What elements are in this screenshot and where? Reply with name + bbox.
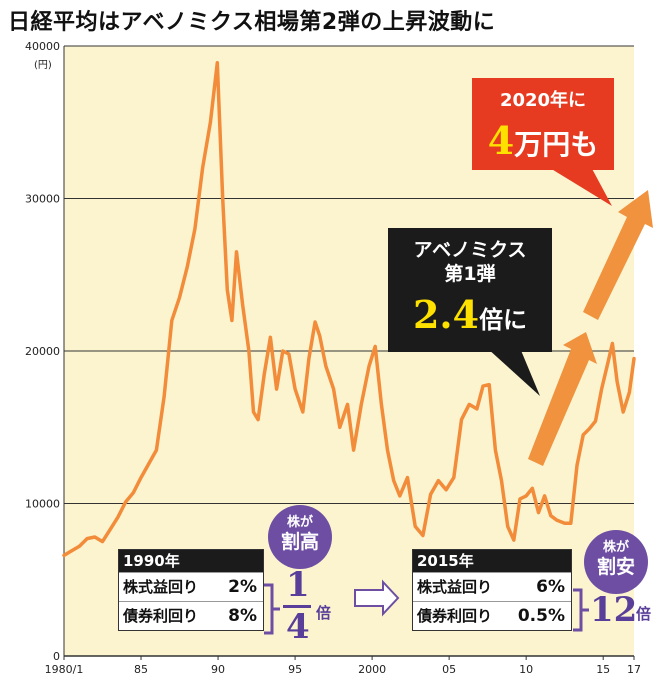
fraction-bar [283,605,311,608]
y-tick-label: 30000 [25,193,60,206]
y-unit-label: (円) [34,60,52,71]
table-2015-label: 債券利回り [417,607,493,625]
nikkei-series-line [62,61,636,558]
table-2015-value: 6% [536,577,565,597]
y-tick-label: 20000 [25,345,60,358]
abe1-callout-line1: アベノミクス [413,239,527,261]
table-1990: 1990年 株式益回り 2% 債券利回り 8% [118,549,264,631]
target-callout: 2020年に 4万円も [472,78,614,170]
x-tick-label: 95 [288,663,302,676]
bracket-2015 [573,588,589,632]
abe1-callout-number: 2.4 [412,292,480,337]
compare-arrow [354,579,400,617]
badge-undervalued-big: 割安 [596,556,635,578]
x-tick-label: 05 [442,663,456,676]
x-tick-label: 2000 [358,663,386,676]
table-2015-label: 株式益回り [417,578,493,596]
target-callout-line2: 4万円も [472,118,614,163]
ratio-high-unit: 倍 [316,604,332,622]
target-callout-tail [545,165,612,206]
table-1990-value: 2% [228,577,257,597]
target-callout-line1: 2020年に [499,90,587,111]
x-tick-label: 1980/1 [45,663,84,676]
abe1-callout-line3: 2.4倍に [388,292,552,337]
table-2015-row: 債券利回り 0.5% [413,601,571,630]
x-tick-label: 15 [596,663,610,676]
table-1990-row: 株式益回り 2% [119,572,263,601]
target-callout-rest: 万円も [514,128,599,161]
x-tick-label: 10 [519,663,533,676]
table-2015-year: 2015年 [413,550,571,572]
badge-overvalued: 株が 割高 [268,505,332,569]
ratio-low-unit: 倍 [636,605,652,623]
page-title: 日経平均はアベノミクス相場第2弾の上昇波動に [8,10,496,35]
trend-arrow-large [583,190,653,320]
x-tick-label: 85 [134,663,148,676]
bracket-1990 [264,583,280,635]
y-tick-label: 0 [53,650,60,663]
ratio-high-numerator: 1 [286,565,310,605]
y-tick-label: 10000 [25,498,60,511]
abe1-callout-tail [487,348,540,396]
trend-arrow-small [528,332,597,466]
table-1990-value: 8% [228,606,257,626]
abe1-callout-line2: 第1弾 [444,263,496,285]
table-2015-row: 株式益回り 6% [413,572,571,601]
target-callout-number: 4 [487,118,515,163]
ratio-low-value: 12 [590,590,638,630]
badge-undervalued-small: 株が [602,540,629,555]
table-1990-year: 1990年 [119,550,263,572]
badge-undervalued: 株が 割安 [584,530,648,594]
badge-overvalued-big: 割高 [280,531,319,553]
abe1-callout-rest: 倍に [479,306,528,334]
x-tick-label: 90 [211,663,225,676]
table-1990-row: 債券利回り 8% [119,601,263,630]
badge-overvalued-small: 株が [286,515,313,530]
table-2015: 2015年 株式益回り 6% 債券利回り 0.5% [412,549,572,631]
ratio-high-denominator: 4 [286,607,310,647]
table-2015-value: 0.5% [517,606,565,626]
abe1-callout: アベノミクス 第1弾 2.4倍に [388,228,552,352]
table-1990-label: 債券利回り [123,607,199,625]
y-tick-label: 40000 [25,40,60,53]
x-tick-label: 17 [627,663,641,676]
table-1990-label: 株式益回り [123,578,199,596]
